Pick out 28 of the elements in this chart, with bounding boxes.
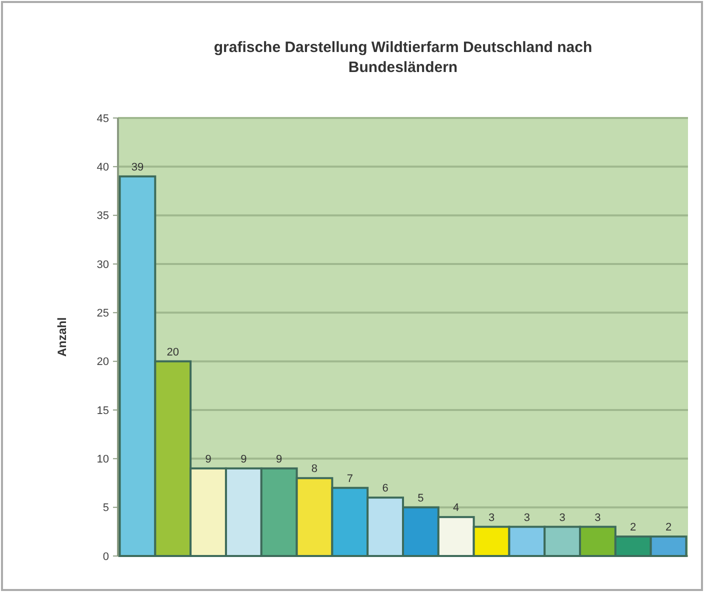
data-label: 3 bbox=[488, 512, 495, 524]
data-label: 2 bbox=[665, 522, 672, 534]
data-label: 3 bbox=[559, 512, 566, 524]
data-label: 20 bbox=[166, 346, 179, 358]
data-label: 9 bbox=[276, 453, 282, 466]
data-label: 2 bbox=[630, 522, 636, 534]
data-label: 5 bbox=[418, 492, 424, 504]
y-tick-label: 45 bbox=[96, 112, 109, 125]
data-label: 6 bbox=[382, 482, 388, 495]
y-tick-label: 0 bbox=[102, 550, 109, 563]
y-tick-label: 25 bbox=[96, 308, 109, 320]
data-label: 9 bbox=[205, 453, 212, 466]
y-tick-label: 40 bbox=[96, 162, 109, 174]
y-tick-label: 20 bbox=[96, 356, 109, 368]
data-label: 3 bbox=[594, 512, 601, 524]
data-label: 39 bbox=[131, 161, 144, 174]
data-label: 9 bbox=[240, 453, 247, 466]
y-tick-label: 35 bbox=[96, 210, 109, 222]
y-tick-label: 10 bbox=[96, 454, 109, 466]
chart-title: grafische Darstellung Wildtierfarm Deutschland nach Bundesländern bbox=[214, 39, 592, 76]
y-axis-title: Anzahl bbox=[55, 317, 69, 357]
data-label: 4 bbox=[453, 502, 460, 514]
y-tick-label: 30 bbox=[96, 258, 109, 271]
y-tick-label: 15 bbox=[96, 404, 109, 417]
data-label: 8 bbox=[311, 463, 318, 476]
y-tick-label: 5 bbox=[102, 502, 109, 514]
data-label: 7 bbox=[346, 472, 353, 485]
data-label: 3 bbox=[524, 512, 530, 524]
